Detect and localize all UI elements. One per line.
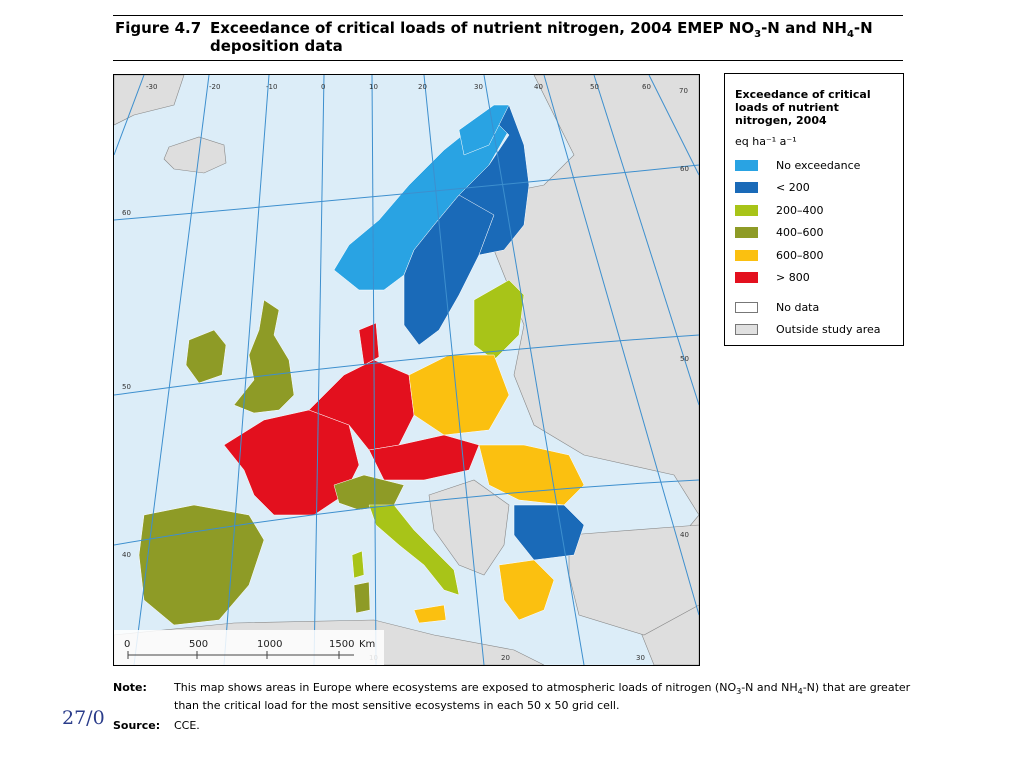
central-europe-region xyxy=(368,434,480,481)
lon-label-50: 50 xyxy=(590,83,599,91)
bulgaria-region xyxy=(513,504,585,561)
source-text: CCE. xyxy=(174,719,200,732)
iceland-outside-area xyxy=(163,136,227,174)
balkans-outside-area xyxy=(428,479,510,576)
graticule-labels-top: -30 -20 -10 0 10 20 30 40 50 60 70 xyxy=(146,83,688,95)
scale-tick-1000: 1000 xyxy=(257,639,282,650)
slide-number: 27/0 xyxy=(62,707,105,729)
legend-swatch xyxy=(735,227,758,239)
norway-region xyxy=(333,114,510,291)
italy-region xyxy=(368,504,460,596)
lat-label-left-40: 40 xyxy=(122,551,131,559)
lon-label-0: 0 xyxy=(321,83,325,91)
lon-label-m10: -10 xyxy=(266,83,277,91)
map-canvas: -30 -20 -10 0 10 20 30 40 50 60 70 60 50… xyxy=(114,75,699,665)
legend-item-outside-study-area: Outside study area xyxy=(735,319,893,342)
legend-item-no-exceedance: No exceedance xyxy=(735,154,893,177)
figure-title: Exceedance of critical loads of nutrient… xyxy=(210,19,873,55)
britain-region xyxy=(233,299,295,414)
scale-unit: Km xyxy=(359,639,375,650)
legend-item-400-600: 400–600 xyxy=(735,222,893,245)
lon-label-m20: -20 xyxy=(209,83,220,91)
russia-outside-area xyxy=(483,75,699,665)
lon-label-70: 70 xyxy=(679,87,688,95)
lon-label-20: 20 xyxy=(418,83,427,91)
lon-label-10: 10 xyxy=(369,83,378,91)
map-legend: Exceedance of critical loads of nutrient… xyxy=(724,73,904,346)
lapland-region xyxy=(458,104,510,156)
legend-swatch xyxy=(735,272,758,284)
top-rule xyxy=(113,15,903,16)
scale-tick-500: 500 xyxy=(189,639,208,650)
legend-item-gt-800: > 800 xyxy=(735,267,893,290)
figure-number: Figure 4.7 xyxy=(115,19,202,37)
lon-label-60: 60 xyxy=(642,83,651,91)
lat-label-left-50: 50 xyxy=(122,383,131,391)
graticule-labels-right: 60 50 40 xyxy=(680,165,689,539)
lon-label-m30: -30 xyxy=(146,83,157,91)
title-rule xyxy=(113,60,903,61)
legend-item-no-data: No data xyxy=(735,296,893,319)
danube-region xyxy=(478,444,585,506)
lat-label-right-50: 50 xyxy=(680,355,689,363)
lat-label-left-60: 60 xyxy=(122,209,131,217)
lon-label-bottom-30: 30 xyxy=(636,654,645,662)
legend-unit: eq ha⁻¹ a⁻¹ xyxy=(735,135,797,148)
finland-region xyxy=(458,104,530,256)
graticule xyxy=(114,75,699,665)
iberia-region xyxy=(138,504,265,626)
lon-label-bottom-20: 20 xyxy=(501,654,510,662)
source-label: Source: xyxy=(113,719,161,732)
sardinia-region xyxy=(353,581,371,614)
legend-swatch xyxy=(735,204,758,216)
graticule-labels-left: 60 50 40 xyxy=(122,209,131,559)
baltic-region xyxy=(473,279,525,361)
note-text: This map shows areas in Europe where eco… xyxy=(174,681,911,713)
lon-label-30: 30 xyxy=(474,83,483,91)
legend-swatch xyxy=(735,301,758,313)
legend-item-200-400: 200–400 xyxy=(735,199,893,222)
legend-title: Exceedance of critical loads of nutrient… xyxy=(735,88,871,127)
greece-region xyxy=(498,559,555,621)
legend-swatch xyxy=(735,249,758,261)
legend-swatch xyxy=(735,324,758,336)
lat-label-right-60: 60 xyxy=(680,165,689,173)
legend-item-600-800: 600–800 xyxy=(735,244,893,267)
scale-tick-1500: 1500 xyxy=(329,639,354,650)
note-label: Note: xyxy=(113,681,147,694)
corsica-region xyxy=(351,550,365,579)
legend-swatch xyxy=(735,182,758,194)
sicily-region xyxy=(413,604,447,624)
scale-bar: 0 500 1000 1500 Km xyxy=(114,630,384,665)
legend-item-lt-200: < 200 xyxy=(735,177,893,200)
lat-label-right-40: 40 xyxy=(680,531,689,539)
ireland-region xyxy=(185,329,227,384)
greenland-outside-area xyxy=(114,75,185,126)
europe-map: -30 -20 -10 0 10 20 30 40 50 60 70 60 50… xyxy=(113,74,700,666)
lon-label-40: 40 xyxy=(534,83,543,91)
legend-swatch xyxy=(735,159,758,171)
scale-tick-0: 0 xyxy=(124,639,130,650)
